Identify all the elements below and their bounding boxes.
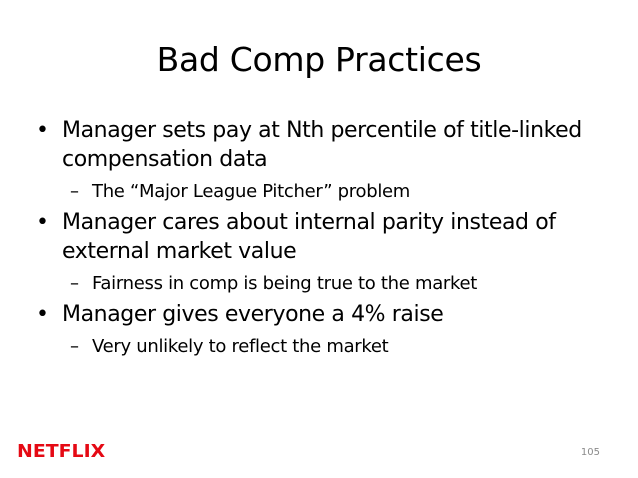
bullet-item: • Manager cares about internal parity in… <box>36 208 616 266</box>
sub-bullet-item: – The “Major League Pitcher” problem <box>36 180 616 204</box>
sub-bullet-marker: – <box>70 336 79 357</box>
sub-bullet-marker: – <box>70 181 79 202</box>
slide-title: Bad Comp Practices <box>156 40 482 79</box>
sub-bullet-item: – Fairness in comp is being true to the … <box>36 272 616 296</box>
bullet-list: • Manager sets pay at Nth percentile of … <box>36 116 616 363</box>
netflix-logo: NETFLIX <box>17 441 106 462</box>
sub-bullet-item: – Very unlikely to reflect the market <box>36 335 616 359</box>
bullet-marker: • <box>36 302 49 327</box>
bullet-text: Manager gives everyone a 4% raise <box>62 302 444 327</box>
sub-bullet-text: Very unlikely to reflect the market <box>92 336 389 357</box>
page-number: 105 <box>580 447 600 458</box>
bullet-marker: • <box>36 118 49 143</box>
sub-bullet-marker: – <box>70 273 79 294</box>
bullet-text: Manager cares about internal parity inst… <box>62 210 556 264</box>
bullet-marker: • <box>36 210 49 235</box>
sub-bullet-text: The “Major League Pitcher” problem <box>92 181 411 202</box>
bullet-item: • Manager sets pay at Nth percentile of … <box>36 116 616 174</box>
bullet-text: Manager sets pay at Nth percentile of ti… <box>62 118 582 172</box>
sub-bullet-text: Fairness in comp is being true to the ma… <box>92 273 478 294</box>
bullet-item: • Manager gives everyone a 4% raise <box>36 300 616 329</box>
